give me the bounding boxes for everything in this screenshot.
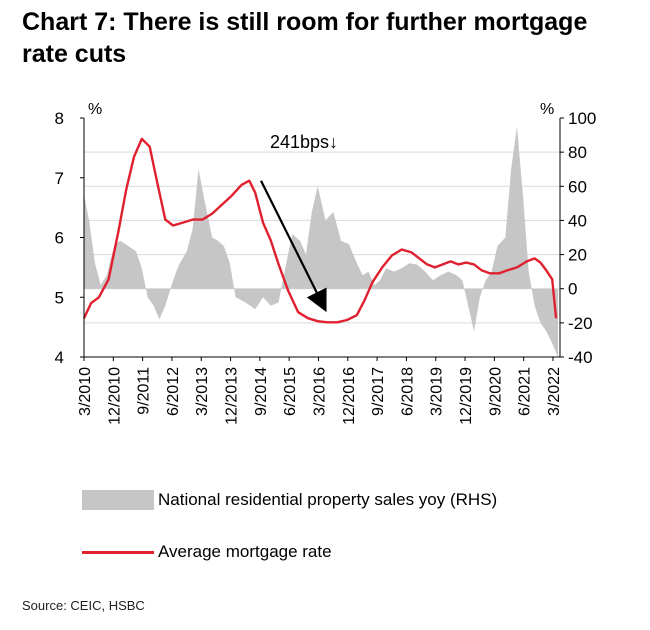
x-tick-label: 6/2012 [165,367,182,416]
x-tick-label: 3/2022 [546,367,563,416]
legend-label-sales: National residential property sales yoy … [158,490,498,509]
x-tick-label: 9/2020 [487,367,504,416]
x-tick-label: 9/2011 [136,367,153,415]
area-series-sales [84,126,559,357]
x-tick-label: 6/2021 [517,367,534,416]
x-tick-label: 6/2015 [282,367,299,416]
left-tick-label: 8 [55,109,64,128]
annotation-arrow [260,180,327,313]
annotation: 241bps↓ [260,132,338,313]
x-tick-label: 9/2014 [253,367,270,416]
left-tick-label: 7 [55,169,64,188]
x-tick-label: 12/2013 [224,367,241,425]
x-tick-label: 12/2010 [106,367,123,425]
legend: National residential property sales yoy … [82,488,497,592]
x-tick-label: 3/2013 [194,367,211,416]
x-tick-label: 12/2016 [341,367,358,425]
right-tick-label: 100 [568,109,596,128]
x-tick-label: 12/2019 [458,367,475,425]
source-note: Source: CEIC, HSBC [22,598,145,613]
right-tick-label: -40 [568,348,593,367]
right-tick-label: 0 [568,280,577,299]
chart: 4 5 6 7 8 -40 -20 0 20 40 60 80 100% % 3/2010 12/2010 9/… [55,101,597,425]
annotation-label: 241bps↓ [270,132,338,152]
x-tick-label: 3/2016 [311,367,328,416]
area-series-layer [84,126,559,357]
chart-title: Chart 7: There is still room for further… [22,8,588,68]
right-tick-label: 60 [568,177,587,196]
line-series-layer [82,137,558,324]
left-axis-unit: % [88,101,102,118]
line-series-mortgage [82,137,558,324]
legend-item-mortgage: Average mortgage rate [82,540,497,564]
right-tick-label: 40 [568,211,587,230]
x-tick-label: 9/2017 [370,367,387,416]
x-tick-label: 3/2019 [429,367,446,416]
x-tick-label: 3/2010 [77,367,94,416]
right-tick-label: 80 [568,143,587,162]
right-tick-label: 20 [568,246,587,265]
left-tick-label: 5 [55,288,64,307]
right-axis-unit: % [540,101,554,118]
x-tick-label: 6/2018 [399,367,416,416]
legend-label-mortgage: Average mortgage rate [158,542,332,561]
axes: 4 5 6 7 8 -40 -20 0 20 40 60 80 100% % 3/2010 12/2010 9/… [55,101,597,425]
legend-swatch-line [82,550,154,554]
legend-swatch-area [82,490,154,510]
legend-item-sales: National residential property sales yoy … [82,488,497,512]
left-tick-label: 6 [55,229,64,248]
left-tick-label: 4 [55,348,64,367]
right-tick-label: -20 [568,314,593,333]
